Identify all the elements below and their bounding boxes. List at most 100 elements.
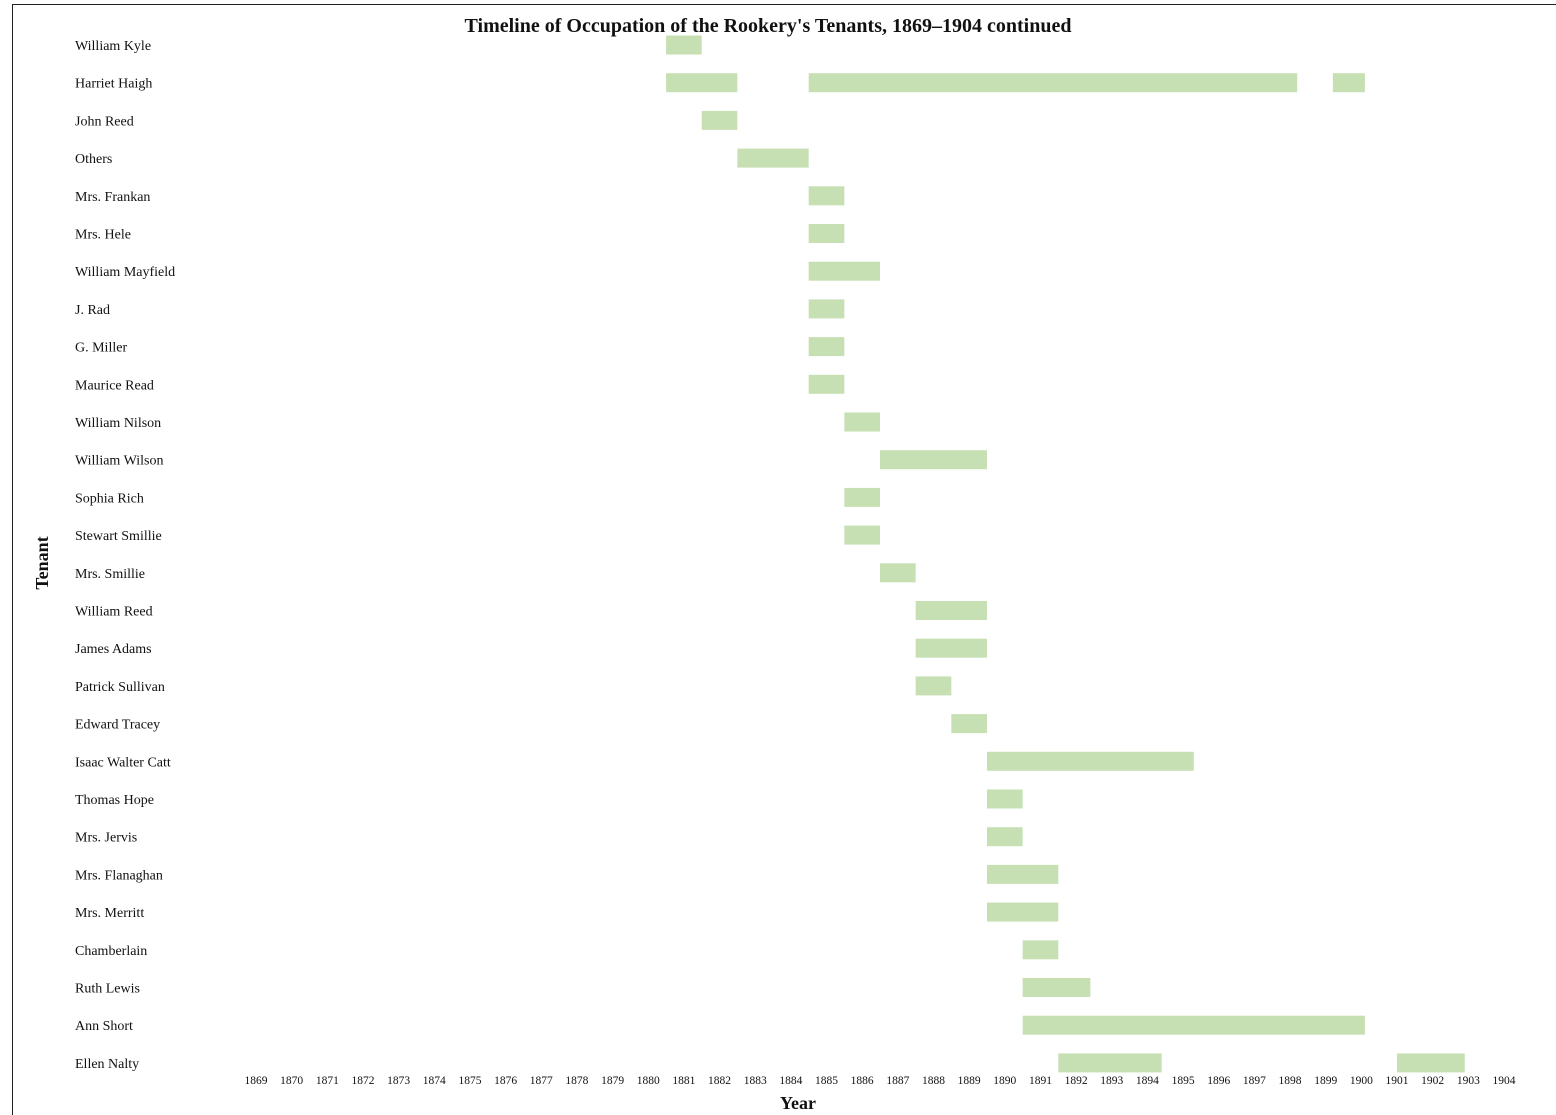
tenant-label: Mrs. Flanaghan: [75, 868, 163, 883]
occupation-bar: [844, 412, 880, 432]
x-tick-label: 1877: [530, 1075, 553, 1087]
tenant-label: William Kyle: [75, 39, 151, 54]
x-tick-label: 1874: [423, 1075, 446, 1087]
x-tick-label: 1882: [708, 1075, 731, 1087]
occupation-bar: [1022, 940, 1059, 960]
occupation-bar: [986, 902, 1059, 922]
x-tick-label: 1881: [672, 1075, 695, 1087]
occupation-bar: [986, 827, 1023, 847]
occupation-bar: [1022, 1015, 1365, 1035]
tenant-label: Maurice Read: [75, 378, 154, 393]
chart-title: Timeline of Occupation of the Rookery's …: [465, 15, 1072, 37]
x-tick-label: 1896: [1207, 1075, 1230, 1087]
x-tick-label: 1897: [1243, 1075, 1266, 1087]
tenant-label: Patrick Sullivan: [75, 680, 165, 695]
occupation-bar: [808, 374, 845, 394]
occupation-bar: [701, 110, 738, 130]
tenant-label: Isaac Walter Catt: [75, 755, 171, 770]
x-tick-label: 1890: [993, 1075, 1016, 1087]
occupation-bar: [880, 450, 987, 470]
tenant-label: Thomas Hope: [75, 793, 154, 808]
x-tick-label: 1883: [744, 1075, 767, 1087]
x-tick-label: 1889: [958, 1075, 981, 1087]
occupation-bar: [915, 601, 987, 620]
x-tick-label: 1888: [922, 1075, 945, 1087]
tenant-label: Harriet Haigh: [75, 77, 152, 92]
x-tick-label: 1875: [458, 1075, 481, 1087]
occupation-bar: [844, 525, 880, 545]
x-tick-label: 1876: [494, 1075, 517, 1087]
tenant-labels: William Kyle Harriet Haigh John Reed Others…: [75, 39, 175, 1072]
x-tick-label: 1879: [601, 1075, 624, 1087]
x-tick-label: 1885: [815, 1075, 838, 1087]
tenant-label: James Adams: [75, 642, 152, 657]
tenant-label: Mrs. Jervis: [75, 831, 137, 846]
tenant-label: William Nilson: [75, 416, 161, 431]
occupation-bar: [1022, 978, 1091, 997]
x-tick-label: 1904: [1493, 1075, 1516, 1087]
chart-frame: [12, 4, 1556, 1115]
tenant-label: Mrs. Merritt: [75, 906, 144, 921]
occupation-bar: [915, 676, 952, 696]
x-tick-label: 1887: [886, 1075, 909, 1087]
occupation-bar: [1332, 73, 1365, 93]
x-tick-label: 1892: [1065, 1075, 1088, 1087]
x-tick-label: 1900: [1350, 1075, 1373, 1087]
x-tick-label: 1893: [1100, 1075, 1123, 1087]
x-tick-label: 1902: [1421, 1075, 1444, 1087]
occupation-bar: [808, 73, 1298, 93]
occupation-bar: [808, 224, 845, 243]
occupation-bar: [880, 563, 916, 583]
x-tick-label: 1869: [245, 1075, 268, 1087]
occupation-bar: [1058, 1053, 1162, 1073]
x-tick-label: 1898: [1279, 1075, 1302, 1087]
tenant-label: J. Rad: [75, 303, 110, 318]
x-tick-label: 1899: [1314, 1075, 1337, 1087]
occupation-bar: [808, 337, 845, 357]
tenant-label: Others: [75, 152, 112, 167]
tenant-label: Edward Tracey: [75, 718, 160, 733]
occupation-bar: [915, 638, 987, 658]
tenant-label: Chamberlain: [75, 944, 147, 959]
tenant-label: Ellen Nalty: [75, 1057, 139, 1072]
x-tick-labels: 1869 1870 1871 1872 1873 1874 1875 1876 1877 1878…: [245, 1075, 1516, 1087]
tenant-label: G. Miller: [75, 341, 127, 356]
x-tick-label: 1872: [351, 1075, 374, 1087]
x-tick-label: 1884: [779, 1075, 802, 1087]
x-tick-label: 1878: [565, 1075, 588, 1087]
x-tick-label: 1880: [637, 1075, 660, 1087]
tenant-label: Mrs. Frankan: [75, 190, 150, 205]
tenant-label: William Wilson: [75, 454, 163, 469]
tenant-label: Sophia Rich: [75, 491, 144, 506]
occupation-bar: [844, 487, 880, 507]
x-tick-label: 1903: [1457, 1075, 1480, 1087]
tenant-label: Mrs. Smillie: [75, 567, 145, 582]
tenant-label: John Reed: [75, 114, 134, 129]
x-tick-label: 1891: [1029, 1075, 1052, 1087]
x-tick-label: 1894: [1136, 1075, 1159, 1087]
x-tick-label: 1895: [1172, 1075, 1195, 1087]
occupation-bar: [808, 261, 880, 281]
x-tick-label: 1871: [316, 1075, 339, 1087]
occupation-bar: [808, 299, 845, 319]
tenant-label: William Mayfield: [75, 265, 175, 280]
x-tick-label: 1870: [280, 1075, 303, 1087]
occupation-bar: [986, 789, 1023, 809]
occupation-bar: [666, 35, 702, 55]
occupation-bar: [737, 148, 809, 168]
occupation-bar: [808, 186, 845, 206]
occupation-bars: [666, 35, 1465, 1073]
x-tick-label: 1901: [1386, 1075, 1409, 1087]
tenant-label: Mrs. Hele: [75, 228, 131, 243]
x-axis-title: Year: [780, 1093, 816, 1113]
occupation-bar: [951, 714, 987, 734]
x-tick-label: 1873: [387, 1075, 410, 1087]
occupation-bar: [1397, 1053, 1465, 1073]
occupation-bar: [986, 751, 1194, 771]
tenant-label: Stewart Smillie: [75, 529, 162, 544]
tenant-label: William Reed: [75, 605, 153, 620]
y-axis-title: Tenant: [32, 536, 52, 589]
occupation-bar: [986, 864, 1059, 884]
x-tick-label: 1886: [851, 1075, 874, 1087]
